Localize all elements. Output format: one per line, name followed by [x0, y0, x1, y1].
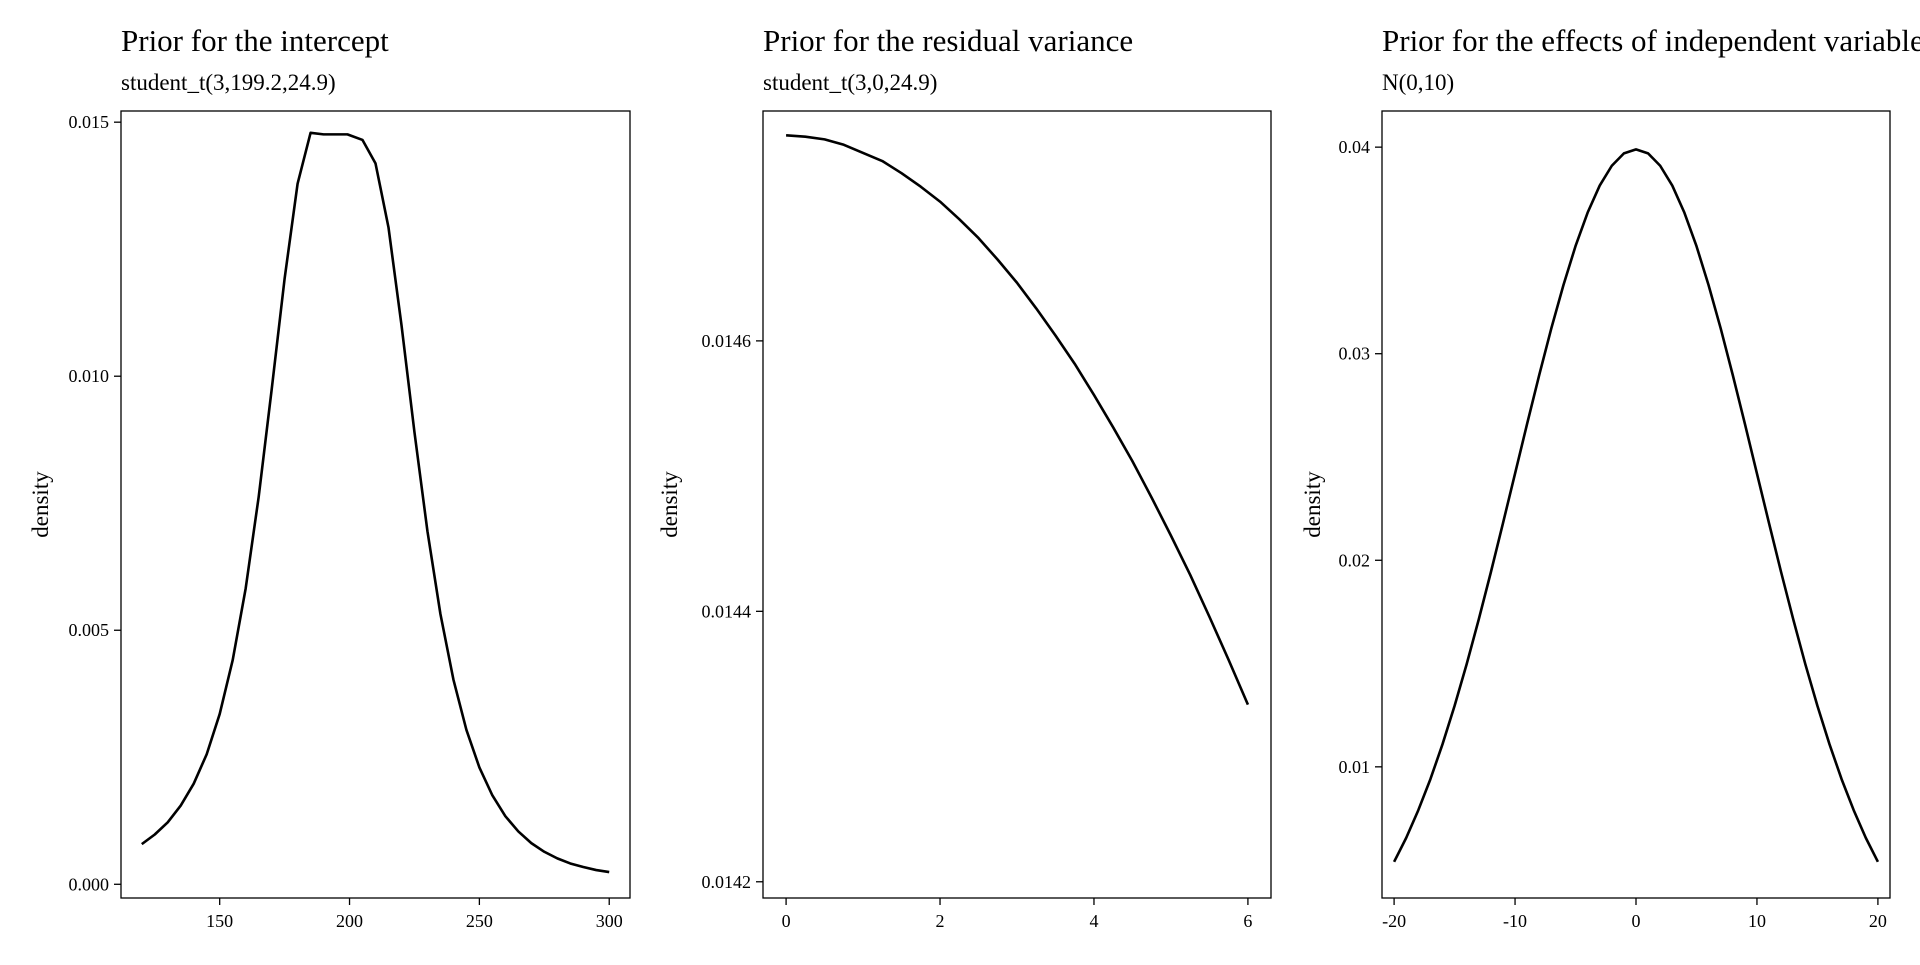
- y-tick-label-intercept: 0.005: [69, 620, 110, 640]
- x-tick-label-intercept: 200: [336, 911, 363, 931]
- y-axis-label-residual-variance: density: [657, 471, 682, 538]
- x-tick-label-residual-variance: 6: [1243, 911, 1252, 931]
- y-tick-label-residual-variance: 0.0146: [702, 331, 752, 351]
- x-tick-label-intercept: 250: [466, 911, 493, 931]
- plot-frame-intercept: [120, 110, 631, 899]
- y-axis-label-effects: density: [1300, 471, 1325, 538]
- panel-effects-prior: Prior for the effects of independent var…: [1300, 23, 1920, 931]
- x-tick-label-effects: -10: [1503, 911, 1527, 931]
- plot-frame-residual-variance: [762, 110, 1272, 899]
- panel-intercept-prior: Prior for the intercept student_t(3,199.2…: [28, 23, 631, 931]
- panel-residual-variance-prior: Prior for the residual variance student_t…: [657, 23, 1272, 931]
- y-tick-label-effects: 0.01: [1339, 757, 1371, 777]
- x-tick-label-intercept: 300: [596, 911, 623, 931]
- x-tick-label-effects: 0: [1632, 911, 1641, 931]
- y-tick-label-intercept: 0.000: [69, 874, 110, 894]
- chart-title-residual-variance: Prior for the residual variance: [763, 23, 1133, 58]
- y-tick-label-effects: 0.03: [1339, 344, 1371, 364]
- y-tick-label-residual-variance: 0.0142: [702, 872, 752, 892]
- x-tick-label-effects: 10: [1748, 911, 1766, 931]
- x-tick-label-effects: -20: [1382, 911, 1406, 931]
- chart-subtitle-intercept: student_t(3,199.2,24.9): [121, 70, 336, 95]
- y-tick-label-intercept: 0.010: [69, 366, 110, 386]
- y-tick-label-effects: 0.02: [1339, 550, 1371, 570]
- x-tick-label-residual-variance: 0: [782, 911, 791, 931]
- chart-subtitle-effects: N(0,10): [1382, 70, 1454, 95]
- x-tick-label-intercept: 150: [206, 911, 233, 931]
- chart-title-intercept: Prior for the intercept: [121, 23, 389, 58]
- x-tick-label-residual-variance: 4: [1089, 911, 1098, 931]
- density-curve-intercept: [141, 131, 610, 874]
- y-tick-label-intercept: 0.015: [69, 112, 110, 132]
- y-axis-label-intercept: density: [28, 471, 53, 538]
- chart-title-effects: Prior for the effects of independent var…: [1382, 23, 1920, 58]
- y-tick-label-effects: 0.04: [1339, 137, 1371, 157]
- density-curve-effects: [1392, 148, 1880, 863]
- x-tick-label-residual-variance: 2: [936, 911, 945, 931]
- chart-subtitle-residual-variance: student_t(3,0,24.9): [763, 70, 937, 95]
- plot-frame-effects: [1381, 110, 1891, 899]
- density-curve-residual-variance: [785, 134, 1250, 706]
- y-tick-label-residual-variance: 0.0144: [702, 601, 752, 621]
- x-tick-label-effects: 20: [1869, 911, 1887, 931]
